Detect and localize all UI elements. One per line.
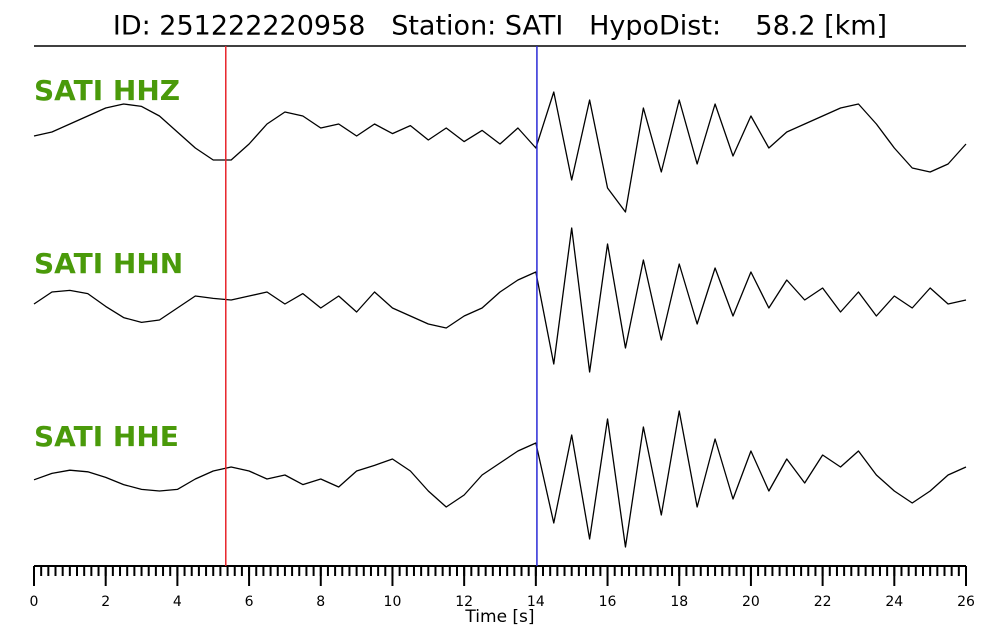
- x-tick-label: 10: [384, 594, 402, 610]
- title: ID: 251222220958 Station: SATI HypoDist:…: [113, 11, 887, 42]
- x-tick-label: 16: [599, 594, 617, 610]
- waveform: [33, 410, 967, 548]
- x-tick-label: 6: [245, 594, 254, 610]
- waveform: [33, 91, 967, 213]
- trace-label: SATI HHN: [34, 247, 183, 280]
- trace-label: SATI HHE: [34, 420, 179, 453]
- x-tick-label: 2: [101, 594, 110, 610]
- x-tick-label: 8: [316, 594, 325, 610]
- x-tick-label: 20: [742, 594, 760, 610]
- x-tick-label: 22: [814, 594, 832, 610]
- x-tick-label: 4: [173, 594, 182, 610]
- x-axis-label: Time [s]: [464, 607, 534, 627]
- x-tick-label: 0: [30, 594, 39, 610]
- x-tick-label: 26: [957, 594, 975, 610]
- x-tick-label: 12: [455, 594, 473, 610]
- x-tick-label: 24: [885, 594, 903, 610]
- waveform: [33, 227, 967, 373]
- x-tick-label: 18: [670, 594, 688, 610]
- trace-label: SATI HHZ: [34, 74, 180, 107]
- x-tick-label: 14: [527, 594, 545, 610]
